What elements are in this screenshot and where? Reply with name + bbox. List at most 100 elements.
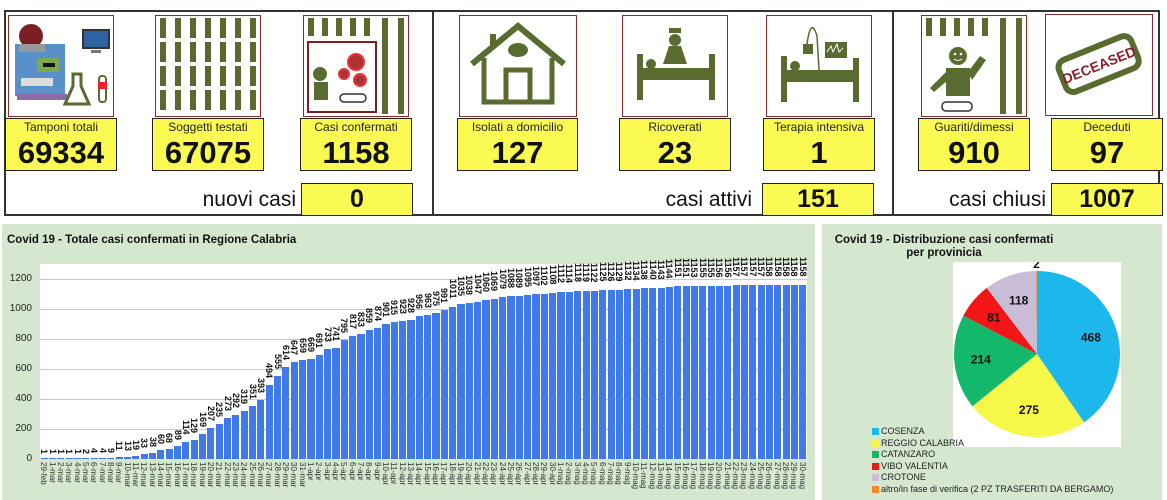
bar	[240, 411, 248, 459]
bar	[674, 286, 682, 459]
pie-chart: 468 275 214 81 118 2	[954, 257, 1120, 437]
gridline	[40, 429, 807, 430]
bar	[615, 289, 623, 459]
summary-value-casi-attivi: 151	[762, 183, 874, 216]
y-tick-label: 0	[26, 453, 32, 464]
x-tick-label: 12-mar	[139, 462, 149, 488]
legend-label: COSENZA	[881, 426, 925, 436]
gridline	[40, 279, 807, 280]
bar	[40, 458, 48, 459]
bar	[98, 458, 107, 459]
card-value: 67075	[152, 135, 264, 171]
bar	[48, 458, 57, 459]
bar	[649, 288, 657, 459]
bar	[307, 358, 315, 459]
bar	[282, 366, 290, 459]
card-value: 910	[918, 135, 1030, 171]
x-tick-label: 23-apr	[489, 462, 499, 486]
bar	[749, 285, 757, 459]
bar	[632, 288, 640, 459]
x-tick-label: 30-mag	[797, 462, 807, 490]
bar	[107, 457, 115, 459]
x-tick-label: 3-mar	[64, 462, 74, 483]
bar	[549, 292, 557, 459]
bar	[82, 458, 90, 459]
legend-swatch	[872, 439, 879, 447]
bar	[565, 291, 573, 459]
pie-value-label: 468	[1081, 330, 1101, 344]
gridline	[40, 309, 807, 310]
bar	[724, 285, 732, 459]
card-label: Ricoverati	[619, 118, 731, 136]
bar	[224, 418, 232, 459]
legend-swatch	[872, 428, 879, 436]
bar-value-label: 393	[255, 378, 266, 394]
intensive-care-icon	[766, 15, 872, 117]
y-tick-label: 200	[15, 423, 32, 434]
bar	[73, 458, 82, 459]
y-tick-label: 1200	[9, 273, 32, 284]
bar	[349, 336, 357, 459]
bar	[132, 456, 140, 459]
section-divider	[892, 10, 894, 216]
pie-slice	[1036, 271, 1037, 354]
bar	[207, 427, 215, 459]
summary-label-casi-chiusi: casi chiusi	[949, 188, 1046, 211]
card-label: Tamponi totali	[5, 118, 117, 136]
bar	[440, 310, 448, 459]
legend-item: CATANZARO	[872, 449, 935, 459]
bar	[732, 285, 740, 459]
bar	[390, 321, 398, 459]
bar	[415, 315, 423, 459]
bar	[532, 294, 540, 459]
bar	[474, 301, 482, 459]
x-tick-label: 11-apr	[389, 462, 399, 485]
legend-swatch	[872, 485, 879, 493]
infected-person-icon	[303, 15, 409, 117]
bar	[499, 297, 507, 459]
pie-chart-panel: Covid 19 - Distribuzione casi confermati…	[822, 224, 1162, 500]
bar-value-label: 1158	[797, 257, 808, 277]
bar	[232, 415, 240, 459]
x-tick-label: 27-mar	[264, 462, 274, 488]
bar	[57, 458, 65, 459]
bar	[190, 439, 198, 459]
bar	[215, 423, 223, 459]
x-tick-label: 2-apr	[314, 462, 324, 481]
card-value: 1158	[300, 135, 412, 171]
gridline	[40, 369, 807, 370]
summary-value-casi-chiusi: 1007	[1051, 183, 1163, 216]
legend-label: REGGIO CALABRIA	[881, 437, 965, 448]
bar-chart-panel: Covid 19 - Totale casi confermati in Reg…	[2, 224, 815, 500]
people-grid-icon	[155, 15, 261, 117]
card-value: 1	[763, 135, 875, 171]
legend-swatch	[872, 474, 879, 482]
gridline	[40, 339, 807, 340]
pie-slice	[963, 287, 1037, 354]
bar	[582, 291, 590, 459]
bar	[274, 375, 282, 459]
summary-label-nuovi-casi: nuovi casi	[202, 188, 296, 211]
bar-chart-plot: 1 1 1 1 1 2 4 4 9 11 13 19 33 38 60 68 89 114 129 169 207 235…	[39, 257, 808, 459]
pie-slice	[954, 315, 1037, 407]
recovered-person-icon	[921, 15, 1027, 117]
bar	[457, 303, 465, 459]
bar	[424, 314, 432, 459]
bar	[357, 334, 365, 459]
bar	[740, 285, 749, 459]
bar	[624, 289, 632, 459]
bar	[157, 450, 165, 459]
card-label: Terapia intensiva	[763, 118, 875, 136]
bar	[290, 361, 298, 459]
card-value: 23	[619, 135, 731, 171]
x-tick-label: 9-mar	[114, 462, 124, 483]
bar	[123, 457, 132, 459]
bar	[182, 441, 190, 459]
card-label: Soggetti testati	[152, 118, 264, 136]
legend-item: REGGIO CALABRIA	[872, 438, 964, 448]
pie-value-label: 2	[1033, 262, 1040, 271]
bar	[790, 285, 799, 459]
bar	[599, 290, 607, 459]
bar	[507, 295, 515, 459]
y-tick-label: 600	[15, 363, 32, 374]
